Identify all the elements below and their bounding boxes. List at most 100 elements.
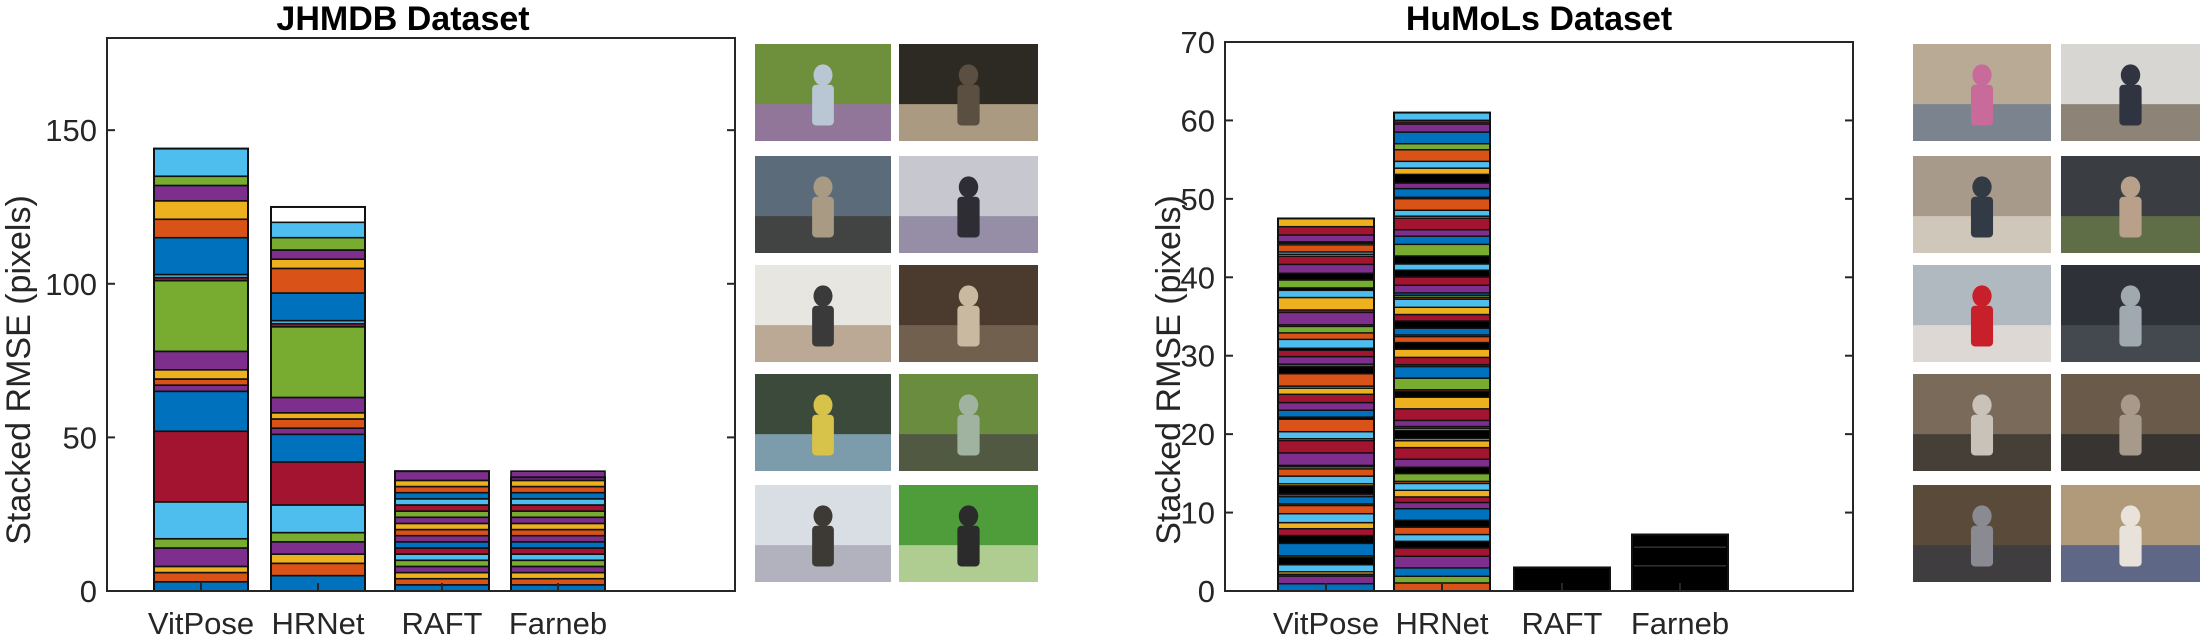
bar-segment xyxy=(1393,429,1491,440)
bar-segment xyxy=(270,562,366,577)
scene-thumbnail xyxy=(2061,485,2200,582)
bar-segment xyxy=(1277,452,1375,467)
bar-segment xyxy=(1393,255,1491,265)
bar-segment xyxy=(1277,365,1375,375)
bar-segment xyxy=(510,491,606,500)
bar-segment xyxy=(270,236,366,251)
scene-thumbnail xyxy=(755,485,891,582)
y-tick-label: 30 xyxy=(1181,339,1215,374)
bar-segment xyxy=(1393,123,1491,133)
bar-segment xyxy=(1393,439,1491,449)
bar-segment xyxy=(270,531,366,543)
bar-segment xyxy=(1393,217,1491,231)
bar-segment xyxy=(510,565,606,574)
bar-segment xyxy=(1277,556,1375,566)
bar-segment xyxy=(1393,284,1491,294)
bar-segment xyxy=(1277,439,1375,454)
bar-segment xyxy=(153,537,249,549)
bar-segment xyxy=(394,510,490,519)
bar-segment xyxy=(1393,482,1491,492)
bar-segment xyxy=(153,390,249,433)
bar-segment xyxy=(394,534,490,543)
bar-segment xyxy=(1393,390,1491,398)
bar-segment xyxy=(1277,289,1375,299)
y-tick-label: 150 xyxy=(45,113,97,148)
bar-segment xyxy=(1393,327,1491,336)
bar-segment xyxy=(1277,372,1375,387)
bar-segment xyxy=(1277,401,1375,411)
bar-segment xyxy=(1393,356,1491,366)
bar-segment xyxy=(394,479,490,488)
bar-segment xyxy=(153,200,249,221)
bar-segment xyxy=(1393,306,1491,316)
bar-segment xyxy=(1277,564,1375,573)
bar-segment xyxy=(510,522,606,531)
bar-stack-farneb xyxy=(1631,533,1729,593)
scene-thumbnail xyxy=(2061,156,2200,253)
bar-segment xyxy=(1277,534,1375,545)
bar-segment xyxy=(394,491,490,500)
chart-humols: HuMoLs Dataset Stacked RMSE (pixels) 0 10… xyxy=(1150,0,1854,639)
bar-segment xyxy=(1277,311,1375,326)
y-tick-label: 0 xyxy=(1198,574,1215,609)
bar-segment xyxy=(1277,355,1375,365)
bar-segment xyxy=(1277,338,1375,349)
bar-segment xyxy=(270,221,366,239)
bar-stack-farneb xyxy=(510,470,606,593)
bar-segment xyxy=(510,553,606,562)
bar-segment xyxy=(510,470,606,482)
bar-segment xyxy=(270,433,366,463)
bar-segment xyxy=(1277,387,1375,395)
y-axis-label: Stacked RMSE (pixels) xyxy=(1150,195,1188,545)
bar-segment xyxy=(270,541,366,555)
bar-segment xyxy=(1393,555,1491,569)
bar-segment xyxy=(270,412,366,420)
bar-segment xyxy=(270,427,366,436)
bar-segment xyxy=(1393,209,1491,217)
bar-segment xyxy=(270,249,366,261)
bar-stack-vitpose xyxy=(153,147,249,592)
bar-segment xyxy=(153,571,249,583)
bar-segment xyxy=(510,534,606,543)
bar-segment xyxy=(510,559,606,568)
bar-segment xyxy=(1393,377,1491,391)
bar-segment xyxy=(1277,430,1375,440)
bar-segment xyxy=(1393,167,1491,176)
x-ticks-humols: VitPose HRNet RAFT Farneb xyxy=(1273,583,1729,639)
bar-segment xyxy=(1393,567,1491,577)
bar-segment xyxy=(394,504,490,512)
bar-segment xyxy=(153,236,249,276)
bar-segment xyxy=(270,267,366,294)
y-ticks-jhmdb: 0 50 100 150 xyxy=(45,113,735,609)
bar-segment xyxy=(153,218,249,239)
bar-segment xyxy=(1393,298,1491,308)
bar-segment xyxy=(1393,348,1491,359)
bar-segment xyxy=(1277,475,1375,485)
bar-segment xyxy=(1277,468,1375,477)
bar-segment xyxy=(1393,396,1491,410)
bar-segment xyxy=(1277,296,1375,311)
bar-segment xyxy=(1277,521,1375,530)
scene-thumbnail xyxy=(1913,374,2051,471)
bar-segment xyxy=(510,498,606,506)
bar-segment xyxy=(1393,131,1491,145)
bar-segment xyxy=(510,541,606,549)
x-ticks-jhmdb: VitPose HRNet RAFT Farneb xyxy=(148,583,607,639)
x-tick-label: HRNet xyxy=(1395,606,1488,639)
thumbnail-grid xyxy=(755,44,2200,582)
bar-segment xyxy=(1277,504,1375,515)
x-tick-label: VitPose xyxy=(148,606,254,639)
bar-segment xyxy=(510,516,606,525)
bar-segment xyxy=(1277,485,1375,495)
bar-segment xyxy=(1277,272,1375,281)
bar-segment xyxy=(1277,225,1375,236)
y-tick-label: 0 xyxy=(80,574,97,609)
bar-segment xyxy=(394,553,490,562)
x-tick-label: HRNet xyxy=(271,606,364,639)
bar-segment xyxy=(1393,496,1491,504)
bar-segment xyxy=(153,279,249,353)
bar-segment xyxy=(1393,575,1491,584)
bar-segment xyxy=(1393,197,1491,211)
bar-segment xyxy=(510,479,606,488)
bar-segment xyxy=(153,175,249,187)
